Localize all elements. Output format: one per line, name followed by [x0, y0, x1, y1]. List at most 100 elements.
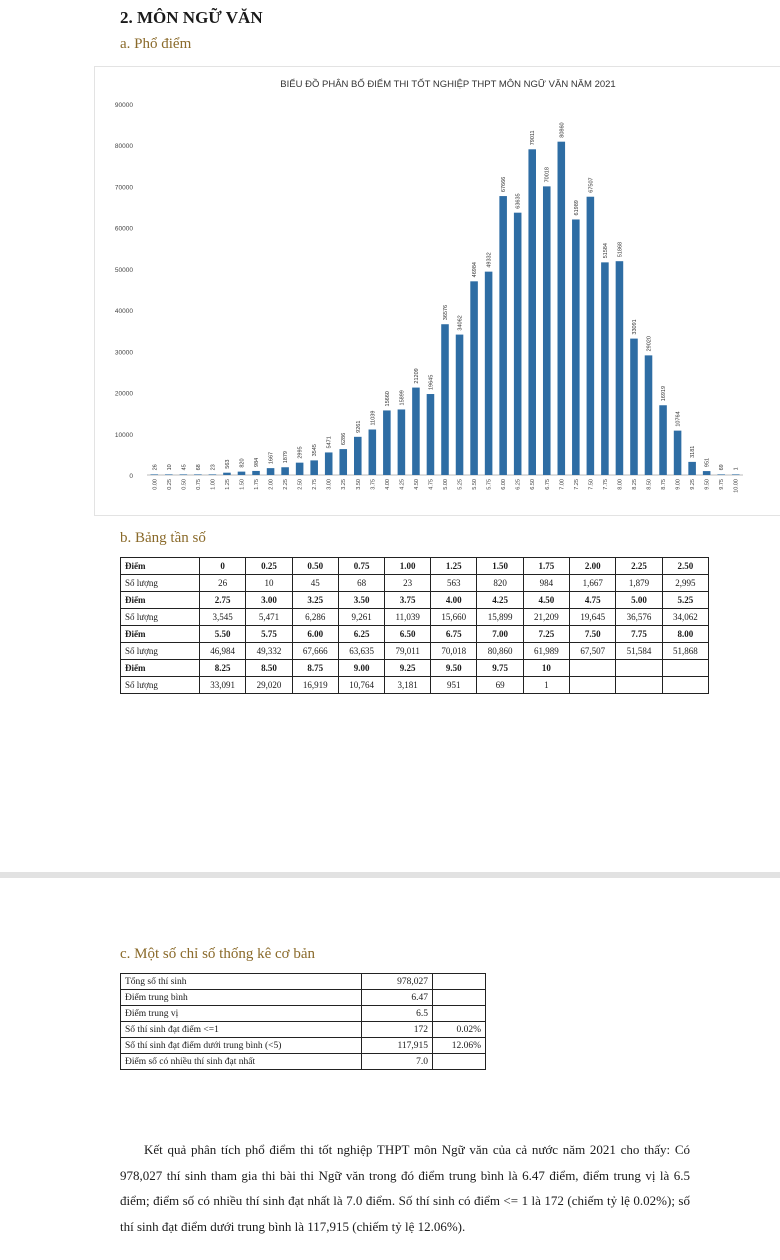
bar [165, 474, 173, 475]
x-tick-label: 2.25 [283, 479, 289, 490]
x-tick-label: 4.00 [385, 479, 391, 490]
x-tick-label: 0.00 [152, 479, 158, 490]
freq-score-cell [661, 659, 710, 677]
freq-score-cell: 6.50 [384, 625, 432, 643]
freq-count-cell: 70,018 [430, 642, 478, 660]
freq-count-cell: 26 [198, 574, 247, 592]
freq-score-cell: 9.75 [476, 659, 524, 677]
freq-score-cell: 8.25 [198, 659, 247, 677]
bar [281, 467, 289, 475]
x-tick-label: 6.25 [516, 479, 522, 490]
bar [383, 410, 391, 475]
freq-count-cell [569, 676, 617, 694]
freq-count-cell: 951 [430, 676, 478, 694]
bar-value-label: 19645 [428, 375, 434, 390]
bar-value-label: 70018 [545, 167, 551, 182]
freq-score-cell: 1.00 [384, 557, 432, 575]
freq-score-cell: 5.25 [661, 591, 710, 609]
freq-count-cell: 563 [430, 574, 478, 592]
freq-score-cell: 5.00 [615, 591, 663, 609]
x-tick-label: 0.25 [167, 479, 173, 490]
bar-value-label: 820 [239, 458, 245, 467]
freq-score-row: Điểm 0 0.25 0.50 0.75 1.00 1.25 1.50 1.75 2.00 2.2… [120, 557, 710, 575]
freq-score-cell: 4.75 [569, 591, 617, 609]
bar-value-label: 15660 [385, 391, 391, 406]
y-tick-label: 20000 [115, 391, 133, 398]
freq-score-label: Điểm [120, 659, 200, 677]
freq-count-cell: 10,764 [337, 676, 386, 694]
bar [513, 212, 522, 476]
x-tick-label: 5.00 [443, 479, 449, 490]
freq-count-cell: 51,868 [661, 642, 710, 660]
bar-value-label: 45 [181, 464, 187, 470]
freq-score-cell [615, 659, 663, 677]
freq-score-cell: 6.25 [337, 625, 386, 643]
frequency-table: Điểm 0 0.25 0.50 0.75 1.00 1.25 1.50 1.75 2.00 2.2… [120, 557, 710, 694]
bar [572, 219, 580, 475]
freq-count-cell: 61,989 [522, 642, 571, 660]
bar [731, 474, 740, 475]
x-tick-label: 8.75 [661, 479, 667, 490]
freq-count-cell: 69 [476, 676, 524, 694]
y-tick-label: 50000 [115, 267, 133, 274]
freq-count-cell: 51,584 [615, 642, 663, 660]
freq-score-cell: 10 [522, 659, 571, 677]
freq-count-cell: 15,660 [430, 608, 478, 626]
y-tick-label: 60000 [115, 226, 133, 233]
freq-score-label: Điểm [120, 591, 200, 609]
freq-count-cell [661, 676, 710, 694]
freq-score-cell [569, 659, 617, 677]
bar [717, 474, 725, 475]
freq-count-cell: 33,091 [198, 676, 247, 694]
bar-value-label: 10 [167, 464, 173, 470]
bar-value-label: 26 [152, 464, 158, 470]
freq-count-cell: 36,576 [615, 608, 663, 626]
freq-score-cell: 1.25 [430, 557, 478, 575]
x-tick-label: 4.75 [428, 479, 434, 490]
x-tick-label: 2.75 [312, 479, 318, 490]
bar [499, 196, 507, 475]
freq-score-cell: 9.00 [337, 659, 386, 677]
bar-value-label: 34062 [458, 315, 464, 330]
bar-value-label: 68 [196, 464, 202, 470]
bar [194, 474, 202, 475]
bar-value-label: 2995 [298, 446, 304, 458]
freq-count-cell: 34,062 [661, 608, 710, 626]
x-tick-label: 8.50 [647, 479, 653, 490]
bar-value-label: 9261 [356, 421, 362, 433]
stats-row: Điểm trung vị 6.5 [120, 1005, 486, 1022]
freq-count-row: Số lượng 26 10 45 68 23 563 820 984 1,667 1,879 2,9… [120, 574, 710, 592]
bar [484, 271, 493, 475]
bar [150, 474, 159, 475]
x-tick-label: 8.00 [617, 479, 623, 490]
bar-value-label: 984 [254, 458, 260, 467]
freq-score-cell: 7.75 [615, 625, 663, 643]
stats-label: Số thí sinh đạt điểm <=1 [120, 1021, 362, 1038]
x-tick-label: 3.00 [327, 479, 333, 490]
freq-count-cell: 9,261 [337, 608, 386, 626]
freq-count-cell: 63,635 [337, 642, 386, 660]
freq-score-cell: 5.50 [198, 625, 247, 643]
freq-score-cell: 2.25 [615, 557, 663, 575]
y-tick-label: 30000 [115, 349, 133, 356]
freq-count-cell: 21,209 [522, 608, 571, 626]
page-separator [0, 872, 780, 878]
bar-value-label: 1667 [269, 452, 275, 464]
freq-score-cell: 7.50 [569, 625, 617, 643]
stats-value: 6.47 [361, 989, 433, 1006]
freq-score-cell: 3.75 [384, 591, 432, 609]
y-tick-label: 40000 [115, 308, 133, 315]
freq-count-cell: 67,666 [291, 642, 339, 660]
x-tick-label: 6.00 [501, 479, 507, 490]
freq-score-cell: 5.75 [245, 625, 293, 643]
freq-score-cell: 8.75 [291, 659, 339, 677]
freq-count-cell: 45 [291, 574, 339, 592]
bar [295, 462, 304, 475]
bar-value-label: 15899 [399, 390, 405, 405]
x-tick-label: 4.50 [414, 479, 420, 490]
bar-value-label: 1879 [283, 451, 289, 463]
stats-row: Số thí sinh đạt điểm dưới trung bình (<5… [120, 1037, 486, 1054]
stats-percent: 12.06% [432, 1037, 486, 1054]
x-tick-label: 10.00 [734, 479, 740, 493]
stats-value: 117,915 [361, 1037, 433, 1054]
